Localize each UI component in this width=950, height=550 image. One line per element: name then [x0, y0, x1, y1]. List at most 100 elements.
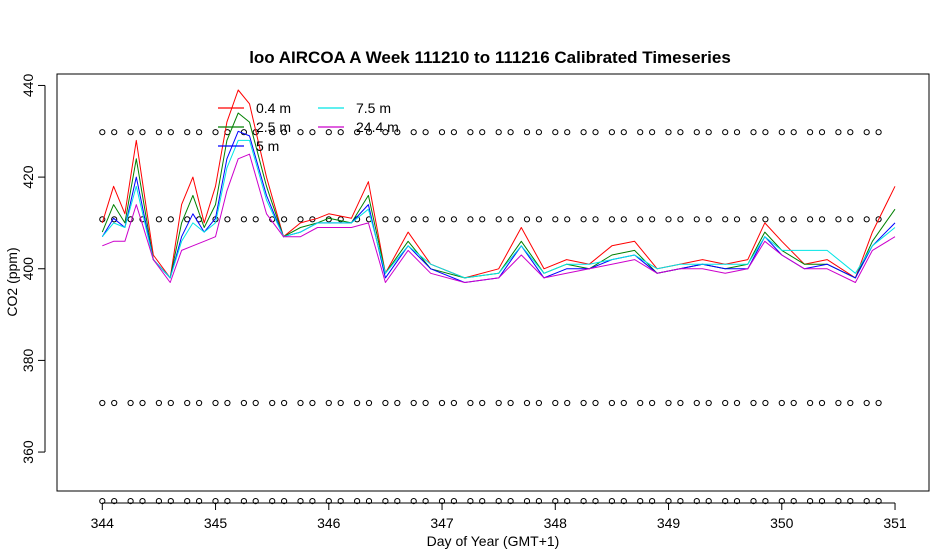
reference-marker: [184, 129, 191, 136]
reference-marker: [762, 129, 769, 136]
reference-marker: [507, 399, 514, 407]
legend: 0.4 m 2.5 m 5 m 7.5 m 24.4 m: [218, 100, 399, 154]
reference-marker: [495, 498, 502, 505]
reference-marker: [637, 216, 644, 223]
reference-marker: [127, 399, 134, 407]
reference-marker: [580, 129, 587, 136]
reference-marker: [111, 129, 118, 136]
y-tick-label: 420: [20, 165, 36, 189]
reference-marker: [875, 498, 882, 505]
legend-label: 5 m: [256, 138, 279, 154]
reference-marker: [835, 216, 842, 223]
reference-marker: [552, 399, 559, 407]
reference-marker: [863, 216, 870, 223]
reference-marker: [394, 129, 401, 136]
reference-marker: [863, 129, 870, 136]
reference-marker: [677, 498, 684, 505]
reference-marker: [608, 498, 616, 505]
x-tick-label: 350: [770, 515, 794, 531]
reference-marker: [778, 216, 785, 223]
reference-marker: [240, 399, 247, 407]
x-axis-label: Day of Year (GMT+1): [427, 533, 560, 549]
reference-marker: [665, 129, 672, 136]
reference-marker: [790, 216, 797, 223]
reference-marker: [184, 498, 191, 505]
y-tick-label: 440: [20, 74, 36, 98]
reference-marker: [733, 399, 741, 407]
reference-marker: [649, 399, 656, 407]
reference-marker: [467, 399, 474, 407]
reference-marker: [325, 129, 332, 136]
reference-marker: [733, 498, 741, 505]
reference-marker: [875, 129, 882, 136]
reference-marker: [705, 498, 712, 505]
reference-marker: [507, 498, 514, 505]
reference-marker: [410, 498, 417, 505]
reference-marker: [750, 498, 757, 505]
reference-marker: [677, 399, 684, 407]
reference-marker: [422, 399, 429, 407]
reference-marker: [139, 399, 146, 407]
legend-label: 24.4 m: [356, 119, 399, 135]
reference-marker: [394, 216, 401, 223]
reference-marker: [240, 216, 247, 223]
reference-marker: [467, 129, 474, 136]
reference-marker: [479, 216, 486, 223]
reference-marker: [139, 129, 146, 136]
reference-marker: [818, 129, 826, 136]
reference-marker: [778, 129, 785, 136]
reference-marker: [212, 399, 219, 407]
reference-marker: [382, 129, 389, 136]
reference-marker: [637, 129, 644, 136]
reference-marker: [281, 399, 288, 407]
reference-marker: [580, 498, 587, 505]
reference-marker: [382, 498, 389, 505]
reference-marker: [297, 498, 304, 505]
reference-marker: [337, 216, 344, 223]
reference-marker: [677, 216, 684, 223]
reference-marker: [99, 399, 106, 407]
reference-marker: [722, 129, 729, 136]
reference-marker: [564, 216, 571, 223]
reference-marker: [184, 399, 191, 407]
reference-marker: [677, 129, 684, 136]
reference-marker: [693, 216, 700, 223]
reference-marker: [762, 216, 769, 223]
reference-marker: [325, 399, 332, 407]
reference-marker: [778, 399, 785, 407]
reference-marker: [564, 129, 571, 136]
y-tick-label: 400: [20, 257, 36, 281]
reference-marker: [507, 129, 514, 136]
reference-marker: [733, 216, 741, 223]
reference-marker: [365, 498, 373, 505]
reference-marker: [620, 129, 627, 136]
reference-marker: [847, 498, 854, 505]
reference-marker: [155, 498, 162, 505]
reference-marker: [733, 129, 741, 136]
reference-marker: [762, 399, 769, 407]
reference-marker: [649, 129, 656, 136]
reference-marker: [535, 498, 543, 505]
reference-marker: [818, 498, 826, 505]
reference-marker: [127, 129, 134, 136]
reference-marker: [637, 498, 644, 505]
reference-marker: [450, 498, 457, 505]
reference-marker: [167, 216, 174, 223]
reference-marker: [155, 399, 162, 407]
x-tick-label: 347: [430, 515, 454, 531]
plot-area-frame: [56, 73, 930, 492]
reference-marker: [297, 399, 304, 407]
legend-label: 2.5 m: [256, 119, 291, 135]
reference-marker: [847, 129, 854, 136]
series-lines: [101, 89, 896, 283]
reference-marker: [269, 129, 276, 136]
reference-marker: [807, 399, 814, 407]
reference-marker: [394, 399, 401, 407]
reference-marker: [495, 216, 502, 223]
reference-marker: [705, 216, 712, 223]
y-tick-label: 380: [20, 349, 36, 373]
reference-marker: [835, 129, 842, 136]
reference-marker: [410, 129, 417, 136]
x-tick-label: 351: [883, 515, 907, 531]
reference-marker: [354, 129, 361, 136]
